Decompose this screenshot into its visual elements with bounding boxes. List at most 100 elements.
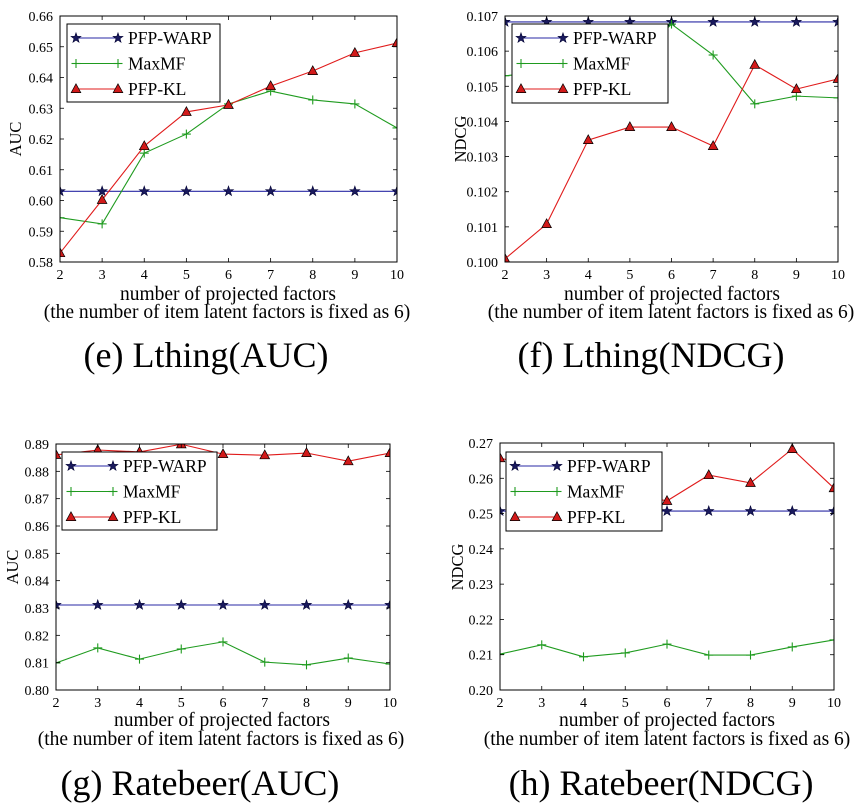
legend-marker-end <box>112 83 124 93</box>
y-axis-label: NDCG <box>451 116 470 163</box>
legend-entry-pfp-kl: PFP-KL <box>65 507 181 527</box>
pfp-warp-marker-x9 <box>349 185 361 197</box>
pfp-warp-marker-x10 <box>832 16 838 27</box>
legend-entry-pfp-kl: PFP-KL <box>515 79 631 99</box>
pfp-kl-marker-x9 <box>349 46 361 57</box>
legend-label: PFP-KL <box>123 507 181 527</box>
pfp-kl-marker-x8 <box>749 58 761 69</box>
y-axis-label: AUC <box>3 550 22 585</box>
maxmf-marker-x4 <box>135 654 144 664</box>
pfp-kl-marker-x6 <box>217 448 229 459</box>
pfp-warp-marker-x5 <box>180 185 193 197</box>
pfp-warp-marker-x8 <box>744 504 757 517</box>
pfp-kl-marker-x6 <box>223 98 234 109</box>
legend-marker-start <box>70 83 82 93</box>
pfp-kl-marker-x2 <box>505 252 510 262</box>
maxmf-marker-x2 <box>60 213 65 223</box>
maxmf-marker-x8 <box>308 95 318 105</box>
y-tick-label: 0.84 <box>25 575 50 590</box>
x-tick-label: 10 <box>831 268 845 283</box>
legend-entry-pfp-kl: PFP-KL <box>70 79 186 99</box>
pfp-kl-marker-x5 <box>180 106 192 116</box>
pfp-kl-marker-x2 <box>56 448 62 459</box>
plot-frame <box>59 15 398 263</box>
maxmf-marker-x10 <box>833 93 838 103</box>
maxmf-marker-x5 <box>620 648 630 658</box>
maxmf-series <box>56 637 390 670</box>
x-tick-label: 2 <box>53 696 60 711</box>
pfp-warp-marker-x8 <box>300 598 313 610</box>
legend-entry-pfp-warp: PFP-WARP <box>65 456 207 476</box>
x-tick-label: 3 <box>99 268 106 283</box>
y-tick-label: 0.23 <box>469 578 494 593</box>
legend-marker-end <box>551 459 563 471</box>
y-tick-label: 0.82 <box>25 629 50 644</box>
x-tick-label: 7 <box>261 696 268 711</box>
x-tick-label: 4 <box>141 268 148 283</box>
pfp-warp-marker-x10 <box>384 598 390 610</box>
pfp-kl-marker-x2 <box>500 452 506 463</box>
pfp-warp-series <box>60 185 397 197</box>
x-tick-label: 6 <box>668 268 675 283</box>
y-tick-label: 0.26 <box>469 472 494 487</box>
y-tick-label: 0.27 <box>469 437 494 452</box>
pfp-warp-marker-x10 <box>828 504 834 517</box>
pfp-warp-marker-x2 <box>505 16 511 27</box>
y-axis-label: AUC <box>6 122 25 157</box>
maxmf-marker-x9 <box>350 99 360 109</box>
x-axis-label: number of projected factors <box>114 710 330 731</box>
maxmf-marker-x3 <box>537 640 547 650</box>
legend: PFP-WARP MaxMF PFP-KL <box>511 23 669 104</box>
legend-marker-start <box>510 487 520 496</box>
panel-caption: (g) Ratebeer(AUC) <box>61 763 340 803</box>
y-tick-label: 0.102 <box>467 186 499 201</box>
x-axis-note: (the number of item latent factors is fi… <box>38 729 405 750</box>
pfp-kl-marker-x9 <box>342 455 354 466</box>
pfp-warp-marker-x9 <box>342 598 355 610</box>
maxmf-marker-x5 <box>176 644 186 654</box>
legend-entry-pfp-kl: PFP-KL <box>509 507 625 527</box>
y-axis-label: NDCG <box>448 544 467 591</box>
legend: PFP-WARP MaxMF PFP-KL <box>61 451 218 531</box>
y-tick-label: 0.64 <box>29 72 54 87</box>
maxmf-marker-x10 <box>392 123 397 133</box>
x-tick-label: 4 <box>136 696 143 711</box>
panel-caption: (h) Ratebeer(NDCG) <box>509 763 814 803</box>
x-tick-label: 10 <box>827 696 841 711</box>
x-tick-label: 5 <box>622 696 629 711</box>
maxmf-marker-x3 <box>97 219 107 229</box>
legend-marker-end <box>107 511 119 521</box>
pfp-warp-marker-x6 <box>222 185 235 197</box>
pfp-kl-marker-x9 <box>786 443 798 453</box>
x-tick-label: 9 <box>345 696 352 711</box>
pfp-warp-marker-x4 <box>138 185 151 197</box>
legend-marker-start <box>71 59 81 68</box>
pfp-kl-marker-x6 <box>661 494 673 505</box>
y-tick-label: 0.104 <box>467 115 499 130</box>
maxmf-marker-x8 <box>746 650 755 660</box>
maxmf-marker-x2 <box>505 71 510 81</box>
x-tick-label: 4 <box>580 696 587 711</box>
pfp-warp-marker-x7 <box>702 504 715 517</box>
x-axis-label: number of projected factors <box>564 284 780 305</box>
x-tick-label: 8 <box>751 268 758 283</box>
maxmf-marker-x7 <box>704 650 714 660</box>
maxmf-marker-x10 <box>829 635 834 645</box>
y-tick-label: 0.83 <box>25 602 50 617</box>
x-tick-label: 7 <box>710 268 717 283</box>
x-axis-note: (the number of item latent factors is fi… <box>488 302 855 323</box>
y-tick-label: 0.25 <box>469 508 494 523</box>
legend-label: PFP-WARP <box>128 28 212 48</box>
pfp-kl-series <box>56 444 390 466</box>
maxmf-marker-x4 <box>139 148 149 158</box>
plot-area: 0.20 0.21 0.22 0.23 0.24 0.25 0.26 0.27 2 3 4 5 6 7 8 9… <box>469 437 842 711</box>
maxmf-marker-x10 <box>385 659 390 669</box>
y-tick-label: 0.101 <box>467 221 499 236</box>
legend-label: PFP-KL <box>128 79 186 99</box>
x-tick-label: 5 <box>183 268 190 283</box>
maxmf-marker-x9 <box>343 653 353 663</box>
x-tick-label: 9 <box>351 268 358 283</box>
y-tick-label: 0.61 <box>29 164 54 179</box>
pfp-kl-marker-x6 <box>666 121 677 131</box>
